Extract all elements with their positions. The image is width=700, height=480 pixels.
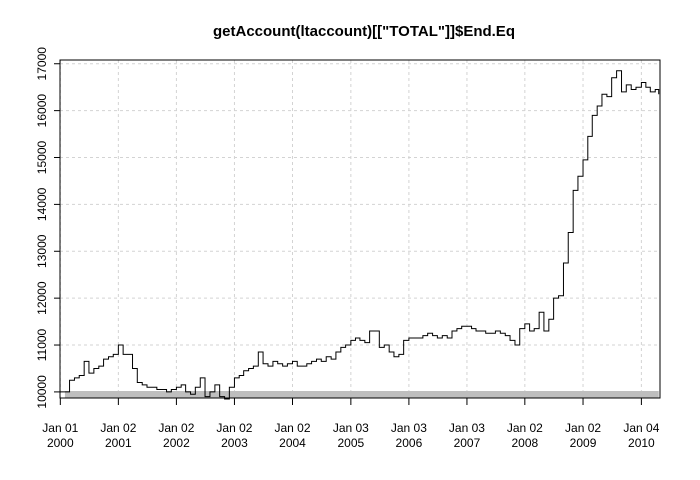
chart-title: getAccount(ltaccount)[["TOTAL"]]$End.Eq	[213, 23, 515, 40]
x-tick-label-7: Jan 03	[449, 421, 485, 435]
x-tick-year-label-8: 2008	[511, 436, 538, 450]
x-tick-label-8: Jan 02	[507, 421, 543, 435]
y-tick-label-1: 11000	[35, 328, 49, 361]
x-tick-label-6: Jan 03	[391, 421, 427, 435]
y-tick-label-5: 15000	[35, 141, 49, 175]
y-tick-label-0: 10000	[35, 375, 49, 409]
x-tick-year-label-5: 2005	[338, 436, 365, 450]
x-tick-label-2: Jan 02	[158, 421, 194, 435]
x-tick-label-1: Jan 02	[100, 421, 136, 435]
x-tick-label-3: Jan 02	[216, 421, 252, 435]
y-tick-label-7: 17000	[35, 47, 49, 81]
x-tick-year-label-1: 2001	[105, 436, 132, 450]
x-tick-year-label-2: 2002	[163, 436, 190, 450]
x-tick-year-label-9: 2009	[570, 436, 597, 450]
y-axis: 10000 11000 12000 13000 14000 15000 16000 17000	[35, 47, 61, 409]
x-tick-label-5: Jan 03	[333, 421, 369, 435]
x-tick-label-0: Jan 01	[42, 421, 78, 435]
y-tick-label-2: 12000	[35, 281, 49, 315]
x-tick-year-label-7: 2007	[454, 436, 481, 450]
grid-lines	[59, 60, 660, 398]
series-layer	[60, 70, 660, 400]
x-tick-label-9: Jan 02	[565, 421, 601, 435]
x-tick-label-10: Jan 04	[623, 421, 659, 435]
x-tick-year-label-0: 2000	[47, 436, 74, 450]
x-tick-year-label-10: 2010	[628, 436, 655, 450]
y-tick-label-3: 13000	[35, 234, 49, 268]
time-range-band	[64, 391, 659, 398]
x-tick-year-label-4: 2004	[279, 436, 306, 450]
y-tick-label-6: 16000	[35, 94, 49, 128]
time-range-band-rect	[64, 391, 659, 398]
series-line-0	[60, 70, 660, 400]
y-tick-label-4: 14000	[35, 187, 49, 221]
x-tick-year-label-6: 2006	[396, 436, 423, 450]
x-tick-label-4: Jan 02	[274, 421, 310, 435]
x-tick-year-label-3: 2003	[221, 436, 248, 450]
